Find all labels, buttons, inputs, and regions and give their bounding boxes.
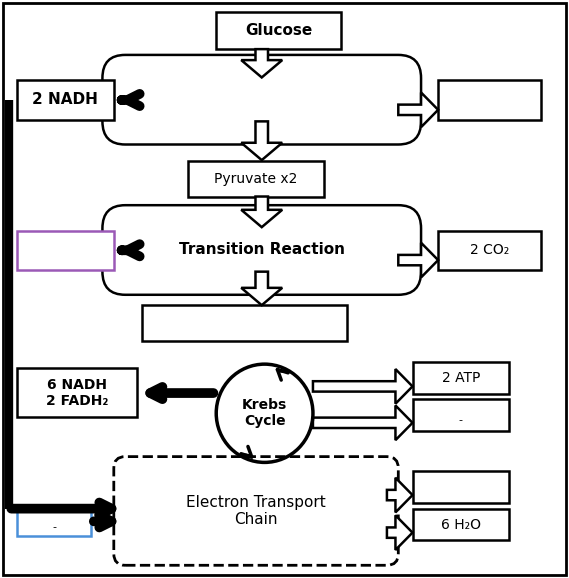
FancyBboxPatch shape <box>102 205 421 295</box>
FancyBboxPatch shape <box>413 362 509 394</box>
Text: Krebs
Cycle: Krebs Cycle <box>242 398 287 428</box>
FancyBboxPatch shape <box>142 305 347 341</box>
Text: Transition Reaction: Transition Reaction <box>179 243 345 257</box>
FancyBboxPatch shape <box>413 509 509 540</box>
Polygon shape <box>387 516 413 550</box>
FancyBboxPatch shape <box>216 12 341 49</box>
Text: 2 CO₂: 2 CO₂ <box>470 243 509 257</box>
FancyBboxPatch shape <box>114 457 398 565</box>
Text: -: - <box>459 416 463 425</box>
FancyBboxPatch shape <box>413 399 509 431</box>
Text: 2 ATP: 2 ATP <box>442 371 480 386</box>
Text: 2 NADH: 2 NADH <box>32 92 98 108</box>
Text: 6 H₂O: 6 H₂O <box>441 517 481 532</box>
Polygon shape <box>313 369 413 403</box>
FancyBboxPatch shape <box>17 506 91 536</box>
Polygon shape <box>398 243 438 277</box>
Text: 6 NADH
2 FADH₂: 6 NADH 2 FADH₂ <box>46 377 108 408</box>
FancyBboxPatch shape <box>17 231 114 270</box>
Polygon shape <box>387 477 413 512</box>
Text: Electron Transport
Chain: Electron Transport Chain <box>186 495 326 527</box>
Text: -: - <box>52 522 56 532</box>
FancyBboxPatch shape <box>438 80 541 120</box>
Polygon shape <box>313 406 413 440</box>
Polygon shape <box>398 92 438 127</box>
FancyBboxPatch shape <box>17 368 137 417</box>
FancyBboxPatch shape <box>188 161 324 197</box>
Polygon shape <box>241 121 282 160</box>
Text: Glucose: Glucose <box>245 23 312 38</box>
FancyBboxPatch shape <box>102 55 421 144</box>
FancyBboxPatch shape <box>413 471 509 503</box>
Polygon shape <box>241 49 282 77</box>
Polygon shape <box>241 272 282 305</box>
Text: Pyruvate x2: Pyruvate x2 <box>215 172 298 186</box>
FancyBboxPatch shape <box>438 231 541 270</box>
FancyBboxPatch shape <box>17 80 114 120</box>
Polygon shape <box>241 197 282 227</box>
